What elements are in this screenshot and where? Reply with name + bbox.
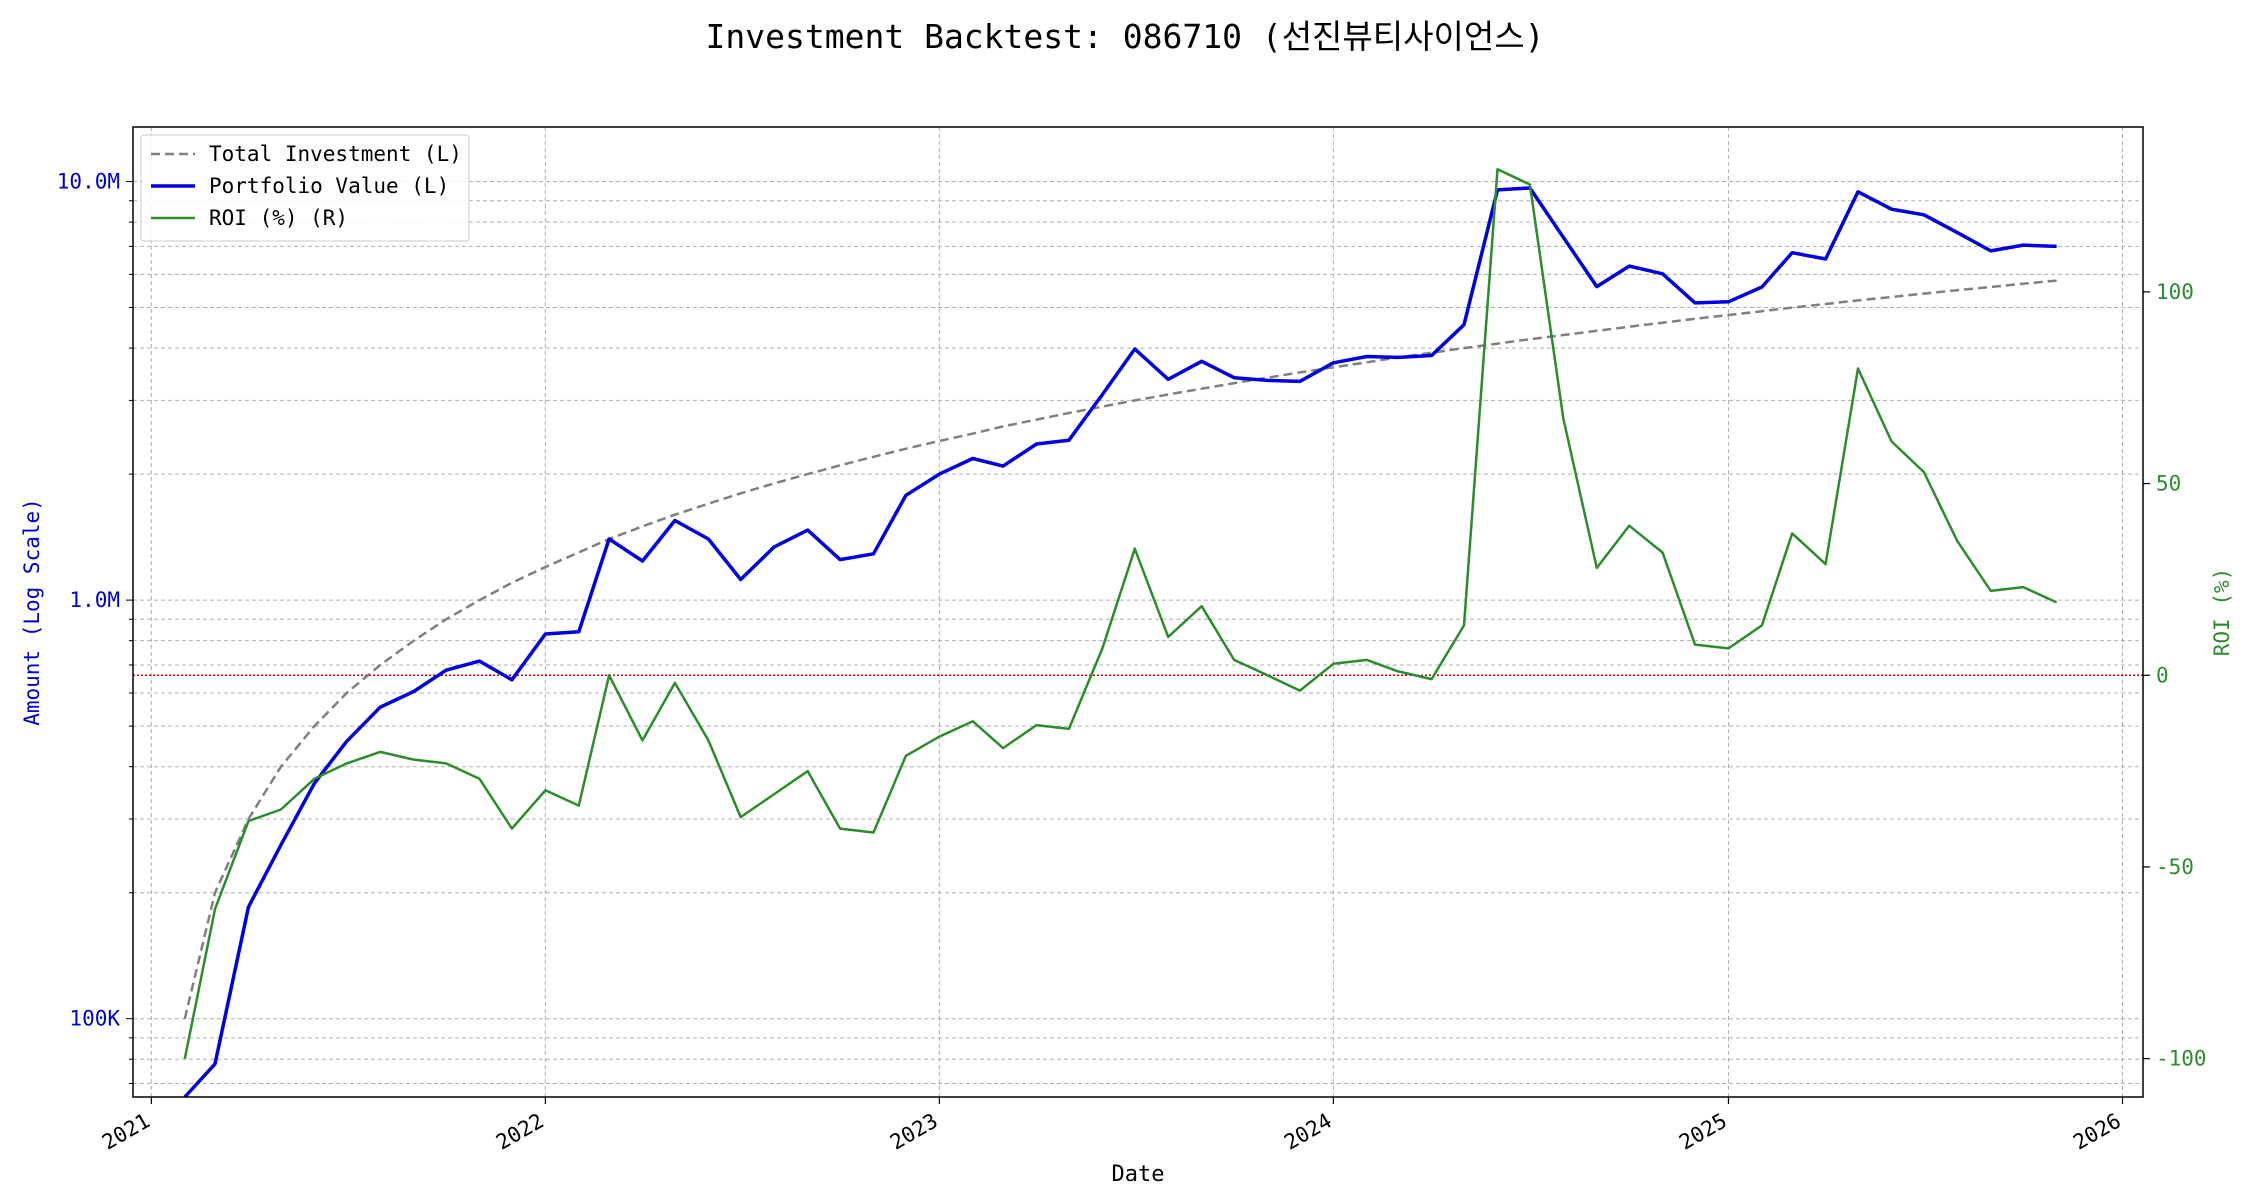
y-left-tick-label: 10.0M: [57, 170, 120, 194]
x-tick-label: 2023: [886, 1109, 942, 1155]
chart-title: Investment Backtest: 086710 (선진뷰티사이언스): [706, 17, 1545, 56]
legend-item-total-investment: Total Investment (L): [151, 142, 462, 166]
y-axis-left-label: Amount (Log Scale): [20, 498, 44, 726]
y-axis-right-label: ROI (%): [2210, 568, 2234, 657]
legend: Total Investment (L) Portfolio Value (L) R…: [140, 134, 470, 242]
x-tick-label: 2024: [1280, 1109, 1336, 1155]
y-left-tick-label: 1.0M: [69, 588, 120, 612]
series-lines: [183, 167, 2058, 1099]
y-right-tick-label: 100: [2156, 280, 2194, 304]
legend-item-roi: ROI (%) (R): [151, 206, 348, 230]
legend-label: Portfolio Value (L): [209, 174, 449, 198]
legend-item-portfolio-value: Portfolio Value (L): [151, 174, 449, 198]
portfolio-value-line: [183, 186, 2057, 1099]
y-left-tick-label: 100K: [69, 1007, 120, 1031]
y-right-tick-label: -100: [2156, 1047, 2207, 1071]
legend-box: [140, 134, 470, 242]
x-axis-label: Date: [1112, 1162, 1165, 1187]
axis-ticks: 2021 2022 2023 2024 2025 2026 100K 1.0M 10.0M -10…: [57, 170, 2207, 1155]
x-tick-label: 2022: [492, 1109, 548, 1155]
legend-label: Total Investment (L): [209, 142, 462, 166]
legend-label: ROI (%) (R): [209, 206, 348, 230]
x-tick-label: 2025: [1675, 1109, 1731, 1155]
y-right-tick-label: -50: [2156, 855, 2194, 879]
plot-frame: [132, 126, 2144, 1098]
y-right-tick-label: 0: [2156, 663, 2169, 687]
y-right-tick-label: 50: [2156, 472, 2181, 496]
total-investment-line: [183, 279, 2057, 1019]
x-tick-label: 2021: [98, 1109, 154, 1155]
grid-lines: [133, 127, 2143, 1097]
x-tick-label: 2026: [2069, 1109, 2125, 1155]
roi-line: [183, 167, 2058, 1059]
